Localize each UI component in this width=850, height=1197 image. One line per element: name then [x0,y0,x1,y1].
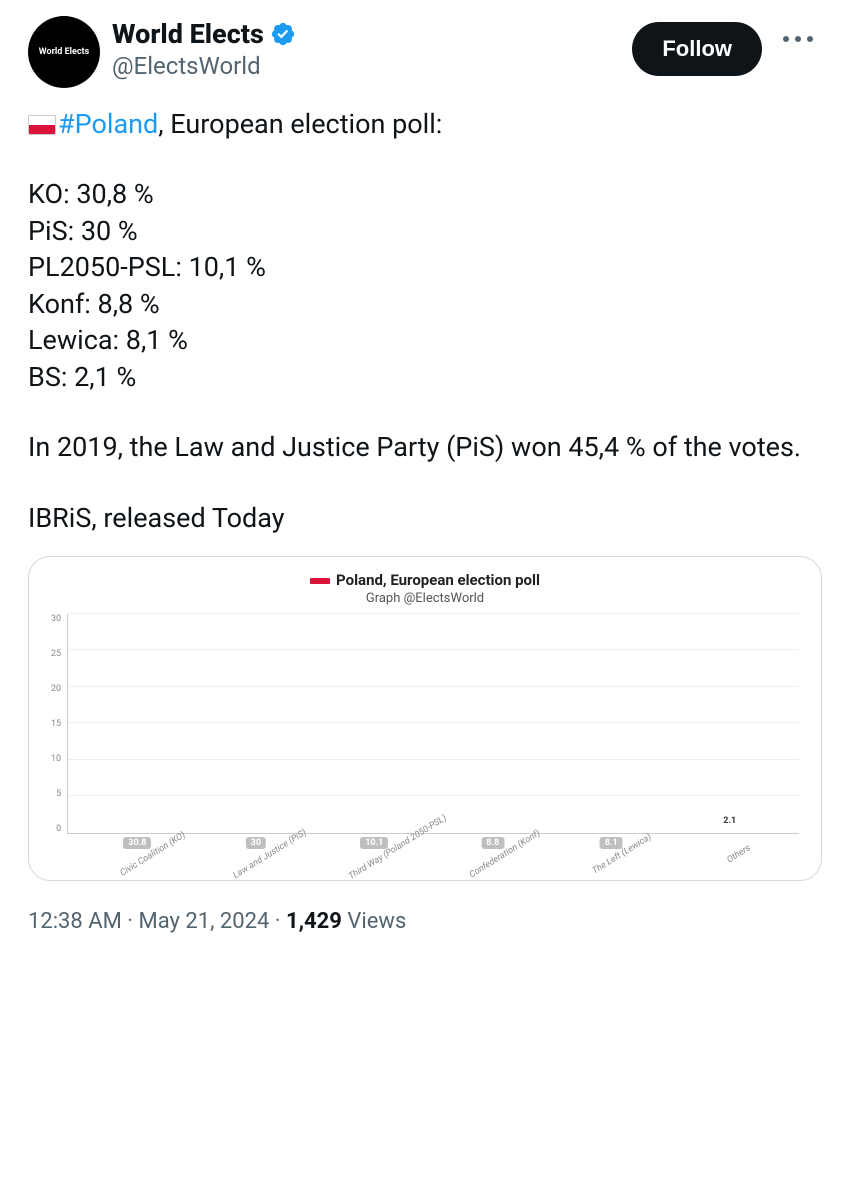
tweet-meta: 12:38 AM · May 21, 2024 · 1,429 Views [28,909,822,934]
more-options-button[interactable] [774,36,822,42]
ytick: 0 [51,824,61,834]
avatar-text: World Elects [39,47,89,57]
follow-button[interactable]: Follow [632,22,762,76]
tweet-source: IBRiS, released Today [28,500,822,536]
chart-title-text: Poland, European election poll [336,571,540,589]
poland-flag-icon [28,115,56,135]
poll-line: BS: 2,1 % [28,359,822,395]
x-axis-labels: Civic Coalition (KO)Law and Justice (PiS… [75,840,799,862]
poll-line: Lewica: 8,1 % [28,322,822,358]
chart-plot: 30.83010.18.88.12.1 [67,614,799,834]
avatar[interactable]: World Elects [28,16,100,88]
poll-line: PiS: 30 % [28,213,822,249]
more-dot-icon [807,36,813,42]
account-name-block: World Elects @ElectsWorld [112,16,620,80]
tweet-time[interactable]: 12:38 AM [28,909,122,934]
hashtag-link[interactable]: #Poland [58,108,158,140]
display-name[interactable]: World Elects [112,18,264,50]
poll-line: PL2050-PSL: 10,1 % [28,249,822,285]
verified-badge-icon [270,21,296,47]
handle[interactable]: @ElectsWorld [112,52,620,80]
headline-rest: , European election poll: [158,108,442,140]
tweet-header: World Elects World Elects @ElectsWorld F… [28,16,822,88]
chart-subtitle: Graph @ElectsWorld [51,591,799,606]
chart-title: Poland, European election poll [51,571,799,589]
views-count: 1,429 [286,909,342,934]
tweet-text: #Poland, European election poll: KO: 30,… [28,106,822,536]
ytick: 30 [51,614,61,624]
more-dot-icon [783,36,789,42]
poll-line: KO: 30,8 % [28,176,822,212]
bars-row: 30.83010.18.88.12.1 [68,614,799,833]
ytick: 25 [51,649,61,659]
views-label: Views [347,909,406,934]
tweet-note: In 2019, the Law and Justice Party (PiS)… [28,429,822,465]
tweet-date[interactable]: May 21, 2024 [138,909,269,934]
more-dot-icon [795,36,801,42]
chart-card[interactable]: Poland, European election poll Graph @El… [28,556,822,881]
chart-flag-icon [310,578,330,584]
ytick: 10 [51,754,61,764]
y-axis: 30 25 20 15 10 5 0 [51,614,67,834]
ytick: 20 [51,684,61,694]
ytick: 5 [51,789,61,799]
poll-line: Konf: 8,8 % [28,286,822,322]
ytick: 15 [51,719,61,729]
chart-area: 30 25 20 15 10 5 0 30.83010.18.88.12.1 [51,614,799,834]
bar-value-label: 2.1 [718,815,741,827]
